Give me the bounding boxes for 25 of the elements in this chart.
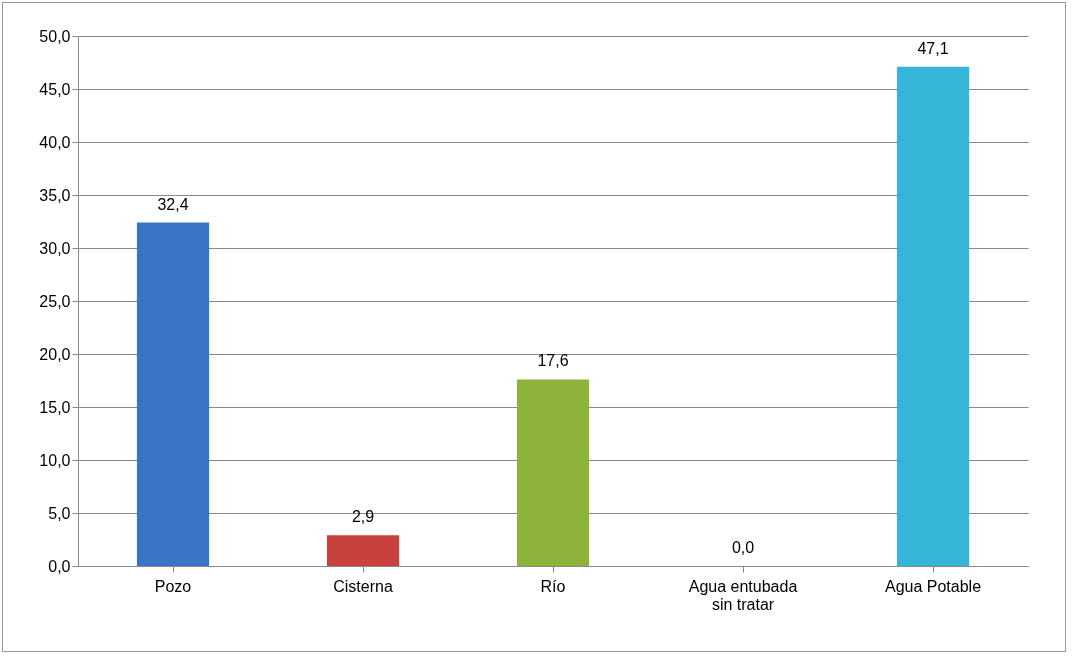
y-tick-label: 20,0 (39, 345, 71, 363)
data-label: 2,9 (351, 508, 375, 526)
x-tick-label: Agua Potable (884, 577, 982, 595)
x-tick-label: Agua entubada sin tratar (688, 577, 798, 613)
y-tick-label: 15,0 (39, 398, 71, 416)
bar (326, 535, 400, 566)
x-tick-label: Pozo (154, 577, 192, 595)
bar (516, 379, 590, 566)
x-tick-label: Cisterna (333, 577, 393, 595)
x-tick-label: Río (540, 577, 566, 595)
data-label: 32,4 (157, 195, 189, 213)
y-tick-label: 0,0 (48, 557, 71, 575)
data-label: 47,1 (917, 39, 949, 57)
y-tick-label: 10,0 (39, 451, 71, 469)
y-tick-label: 40,0 (39, 133, 71, 151)
y-tick-label: 5,0 (48, 504, 71, 522)
y-tick-label: 25,0 (39, 292, 71, 310)
y-tick-label: 30,0 (39, 239, 71, 257)
data-label: 17,6 (537, 352, 569, 370)
bar (896, 66, 970, 566)
y-tick-label: 45,0 (39, 80, 71, 98)
bar (136, 222, 210, 566)
data-label: 0,0 (731, 539, 755, 556)
y-tick-label: 35,0 (39, 186, 71, 204)
y-tick-label: 50,0 (39, 27, 71, 45)
